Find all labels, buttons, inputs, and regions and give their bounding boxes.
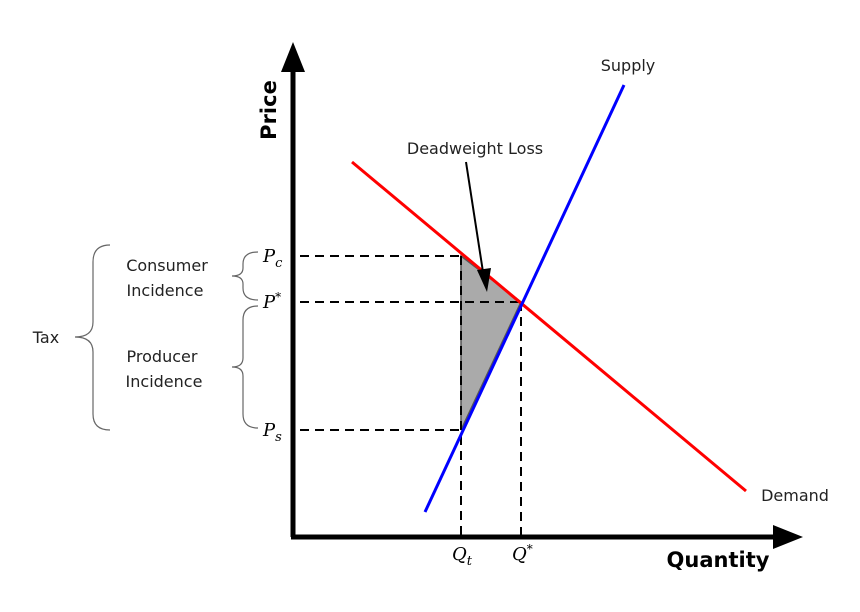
subscript: s <box>275 430 282 445</box>
consumer-label: Incidence <box>127 281 204 300</box>
x-arrow <box>773 525 803 549</box>
annotation-label: Deadweight Loss <box>407 139 543 158</box>
tax-brace <box>74 244 111 431</box>
annotation-arrow <box>465 161 484 273</box>
producer-brace <box>231 305 259 429</box>
annotation-arrowhead <box>477 268 491 292</box>
superscript: * <box>275 290 281 304</box>
subscript: c <box>275 256 283 271</box>
x-axis-label: Quantity <box>667 548 770 572</box>
consumer-label: Consumer <box>126 256 208 275</box>
consumer-brace <box>231 251 259 301</box>
supply-curve <box>423 84 626 513</box>
price-label: Pc <box>262 246 283 271</box>
price-label: P* <box>262 290 281 313</box>
demand-label: Demand <box>761 486 829 505</box>
price-label: Ps <box>262 420 282 445</box>
deadweight-loss-area <box>460 254 522 431</box>
producer-label: Producer <box>127 347 198 366</box>
quantity-label: Q* <box>512 542 533 565</box>
symbol: Q <box>452 544 467 565</box>
y-arrow <box>281 42 305 72</box>
producer-label: Incidence <box>126 372 203 391</box>
demand-curve <box>351 160 747 493</box>
symbol: P <box>262 420 276 441</box>
symbol: P <box>262 292 276 313</box>
symbol: Q <box>512 544 527 565</box>
supply-label: Supply <box>601 56 656 75</box>
superscript: * <box>527 542 533 556</box>
quantity-label: Qt <box>452 544 473 569</box>
subscript: t <box>467 554 473 569</box>
y-axis-label: Price <box>257 80 281 140</box>
symbol: P <box>262 246 276 267</box>
tax-label: Tax <box>32 328 59 347</box>
